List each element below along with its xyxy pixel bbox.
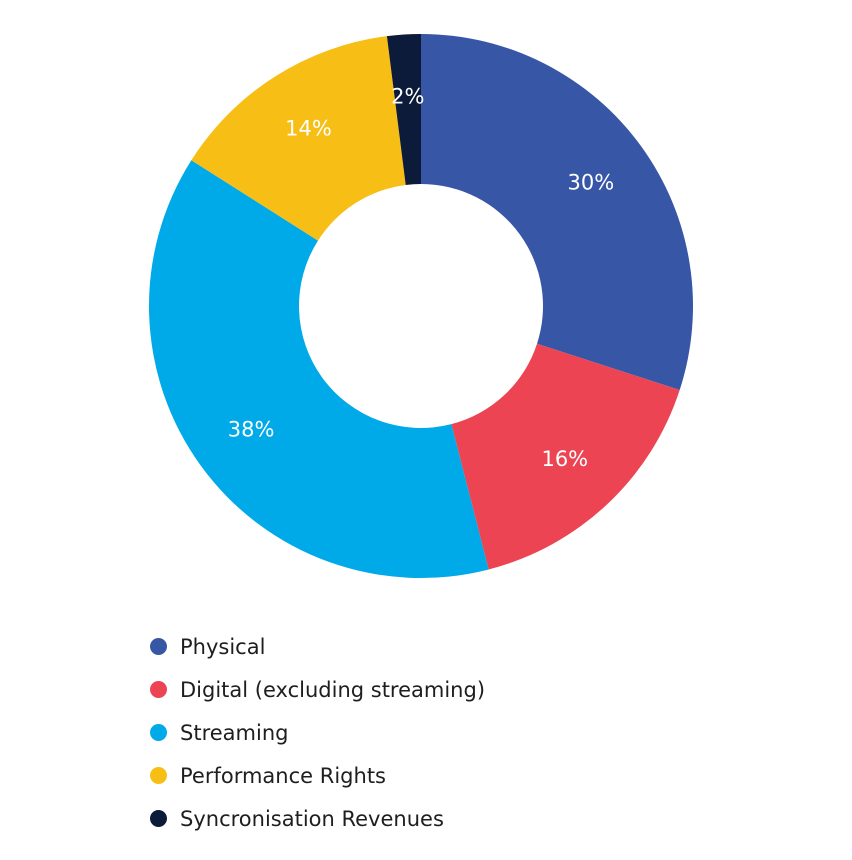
legend-swatch-icon [150, 724, 167, 741]
legend-label: Digital (excluding streaming) [180, 677, 486, 702]
legend-swatch-icon [150, 681, 167, 698]
slice-streaming [149, 160, 489, 578]
legend-item-syncronisation-revenues: Syncronisation Revenues [150, 797, 485, 840]
donut-chart: 30% 16% 38% 14% 2% [149, 34, 694, 578]
donut-slices [149, 34, 694, 578]
data-label-digital-excluding-streaming: 16% [541, 447, 588, 471]
data-label-streaming: 38% [228, 417, 275, 441]
slice-syncronisation-revenues [386, 34, 421, 185]
slice-performance-rights [191, 36, 406, 241]
legend-swatch-icon [150, 810, 167, 827]
legend-label: Performance Rights [180, 763, 386, 788]
slice-digital-excluding-streaming [451, 343, 680, 570]
legend-item-streaming: Streaming [150, 711, 485, 754]
legend-label: Syncronisation Revenues [180, 806, 444, 831]
legend-swatch-icon [150, 638, 167, 655]
legend-item-digital-excluding-streaming: Digital (excluding streaming) [150, 668, 485, 711]
data-label-performance-rights: 14% [285, 117, 332, 141]
legend-item-physical: Physical [150, 625, 485, 668]
slice-physical [421, 34, 694, 391]
data-label-syncronisation-revenues: 2% [391, 84, 424, 108]
legend-label: Physical [180, 634, 266, 659]
legend-item-performance-rights: Performance Rights [150, 754, 485, 797]
data-label-physical: 30% [568, 171, 615, 195]
donut-labels: 30% 16% 38% 14% 2% [228, 84, 614, 471]
legend-swatch-icon [150, 767, 167, 784]
chart-legend: Physical Digital (excluding streaming) Str… [150, 625, 485, 840]
legend-label: Streaming [180, 720, 289, 745]
